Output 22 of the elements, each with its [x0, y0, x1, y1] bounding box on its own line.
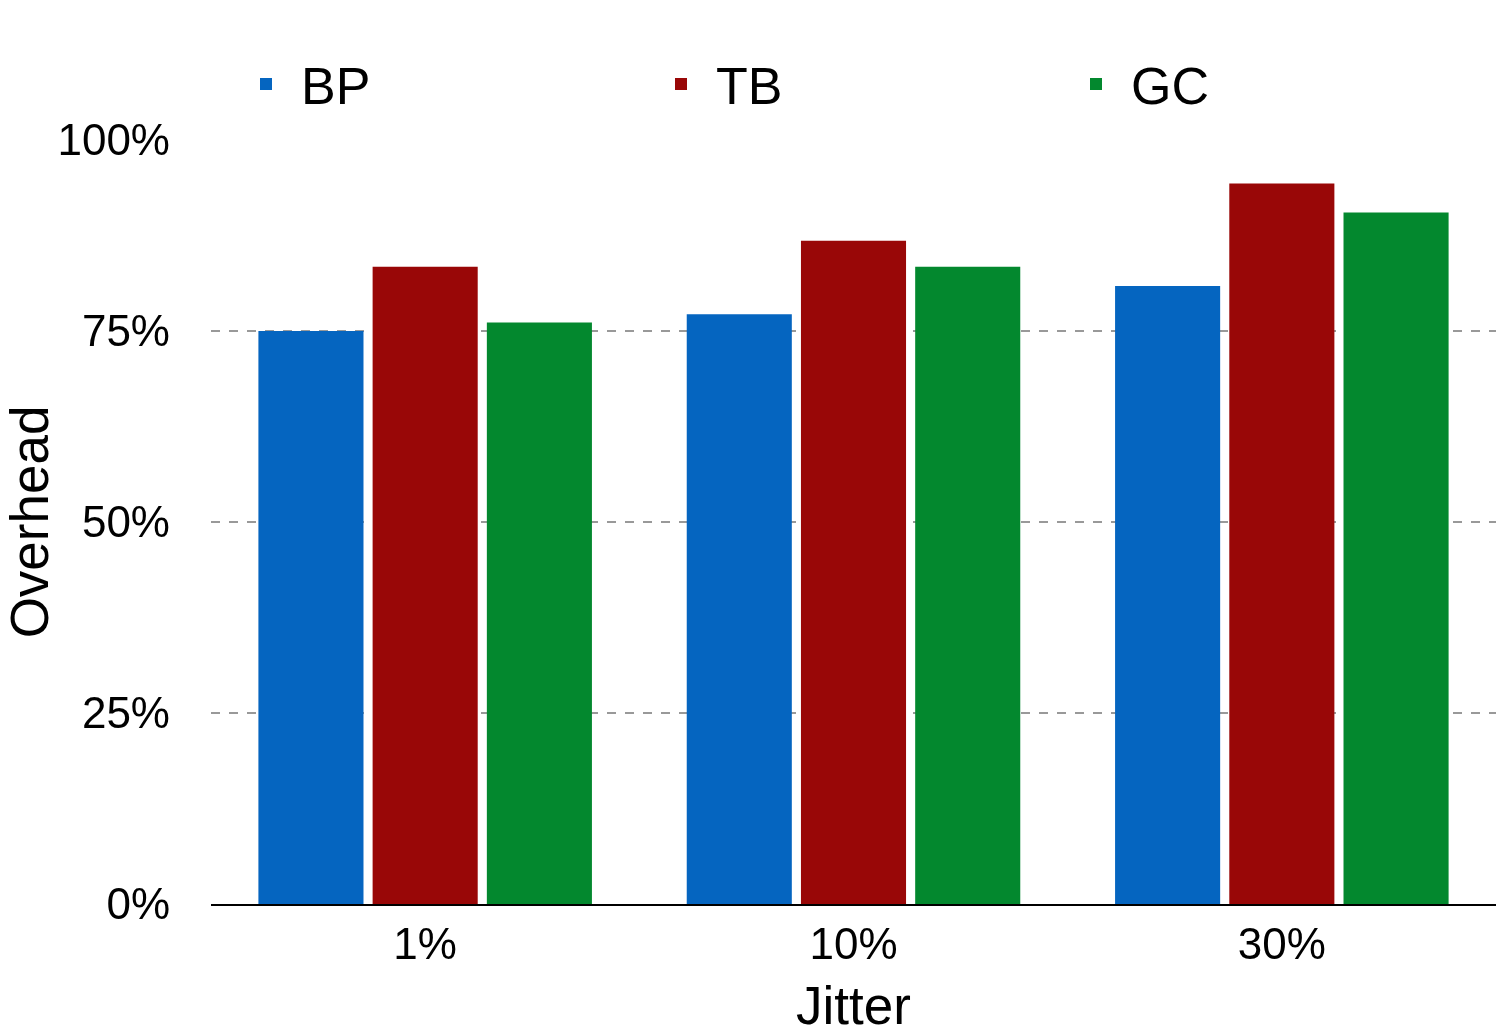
bar: [915, 266, 1021, 904]
y-tick-label: 75%: [81, 306, 170, 356]
bar: [486, 322, 592, 904]
x-tick-label: 10%: [809, 918, 898, 968]
bar: [372, 266, 478, 904]
legend-label: BP: [301, 57, 371, 116]
x-tick-label: 1%: [393, 918, 457, 968]
y-tick-label: 25%: [81, 688, 170, 738]
bar: [1229, 183, 1335, 904]
y-axis-title: Overhead: [0, 405, 59, 639]
x-axis-title: Jitter: [796, 976, 911, 1035]
bar: [1343, 212, 1449, 904]
bar: [686, 314, 792, 904]
legend-label: TB: [716, 57, 783, 116]
y-tick-label: 100%: [57, 115, 170, 165]
legend-label: GC: [1131, 57, 1209, 116]
bar: [1115, 285, 1221, 904]
x-tick-label: 30%: [1237, 918, 1326, 968]
bar: [258, 331, 364, 904]
bar: [800, 240, 907, 904]
y-tick-label: 50%: [81, 497, 170, 547]
y-tick-label: 0%: [106, 879, 170, 929]
